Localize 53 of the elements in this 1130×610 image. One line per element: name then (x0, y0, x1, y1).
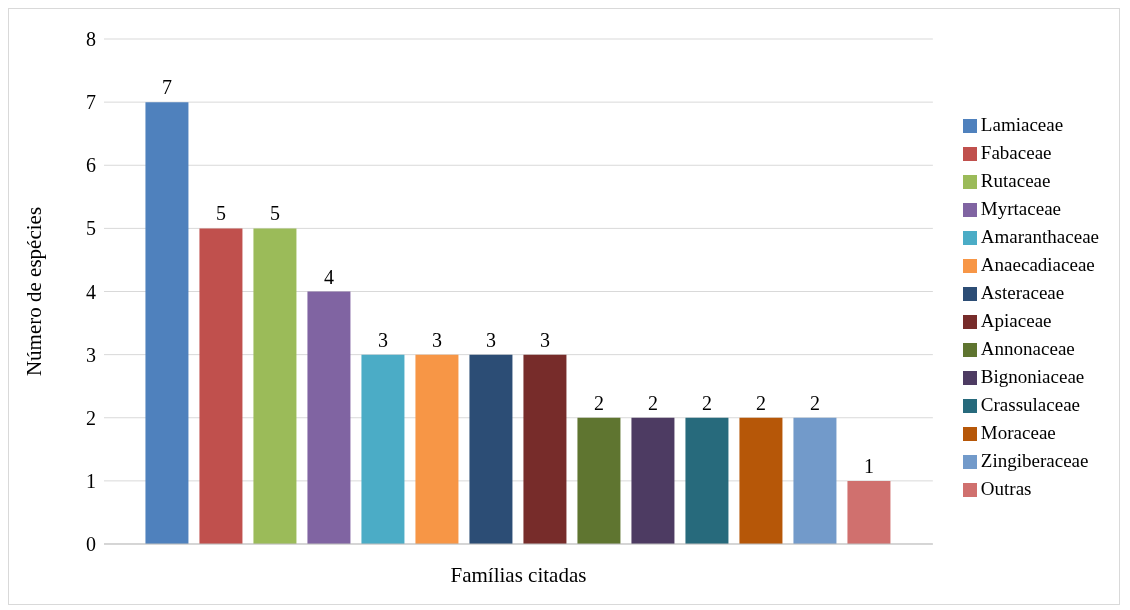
bar (415, 354, 459, 544)
bar (793, 417, 837, 544)
y-tick-label: 7 (86, 91, 96, 114)
y-tick-label: 6 (86, 154, 96, 177)
data-label: 2 (755, 391, 766, 414)
bar (739, 417, 783, 544)
legend-label: Outras (980, 477, 1032, 499)
bar (253, 228, 297, 544)
legend-label: Lamiaceae (980, 113, 1064, 135)
bar (577, 417, 621, 544)
data-label: 3 (485, 328, 496, 351)
bar (307, 291, 351, 544)
y-tick-label: 5 (86, 217, 96, 240)
data-label: 3 (377, 328, 388, 351)
data-label: 1 (863, 454, 874, 477)
data-label: 3 (431, 328, 442, 351)
data-label: 7 (161, 76, 172, 99)
legend-label: Moraceae (980, 421, 1056, 443)
bar (685, 417, 729, 544)
data-label: 2 (809, 391, 820, 414)
legend-label: Bignoniaceae (980, 365, 1085, 387)
legend-label: Rutaceae (980, 169, 1051, 191)
y-tick-label: 8 (86, 28, 96, 51)
legend-label: Anaecadiaceae (980, 253, 1095, 275)
y-tick-label: 0 (86, 533, 96, 556)
legend-label: Annonaceae (980, 337, 1075, 359)
data-label: 3 (539, 328, 550, 351)
legend-label: Asteraceae (980, 281, 1065, 303)
bar (631, 417, 675, 544)
legend-label: Myrtaceae (980, 197, 1062, 219)
data-label: 4 (323, 265, 334, 288)
legend-label: Fabaceae (980, 141, 1052, 163)
bar (469, 354, 513, 544)
bar (361, 354, 405, 544)
data-label: 5 (269, 202, 280, 225)
y-tick-label: 3 (86, 343, 96, 366)
data-label: 2 (647, 391, 658, 414)
legend-label: Zingiberaceae (980, 449, 1089, 471)
y-axis-title: Número de espécies (22, 206, 47, 377)
x-axis-title: Famílias citadas (450, 563, 587, 587)
data-label: 2 (593, 391, 604, 414)
y-tick-label: 1 (86, 469, 96, 492)
legend-label: Apiaceae (980, 309, 1052, 331)
data-label: 2 (701, 391, 712, 414)
y-tick-label: 2 (86, 406, 96, 429)
bar (523, 354, 567, 544)
legend-label: Crassulaceae (980, 393, 1081, 415)
y-tick-label: 4 (86, 280, 96, 303)
legend-label: Amaranthaceae (980, 225, 1099, 247)
bar (199, 228, 243, 544)
data-label: 5 (215, 202, 226, 225)
bar (847, 480, 891, 544)
bar (145, 102, 189, 544)
